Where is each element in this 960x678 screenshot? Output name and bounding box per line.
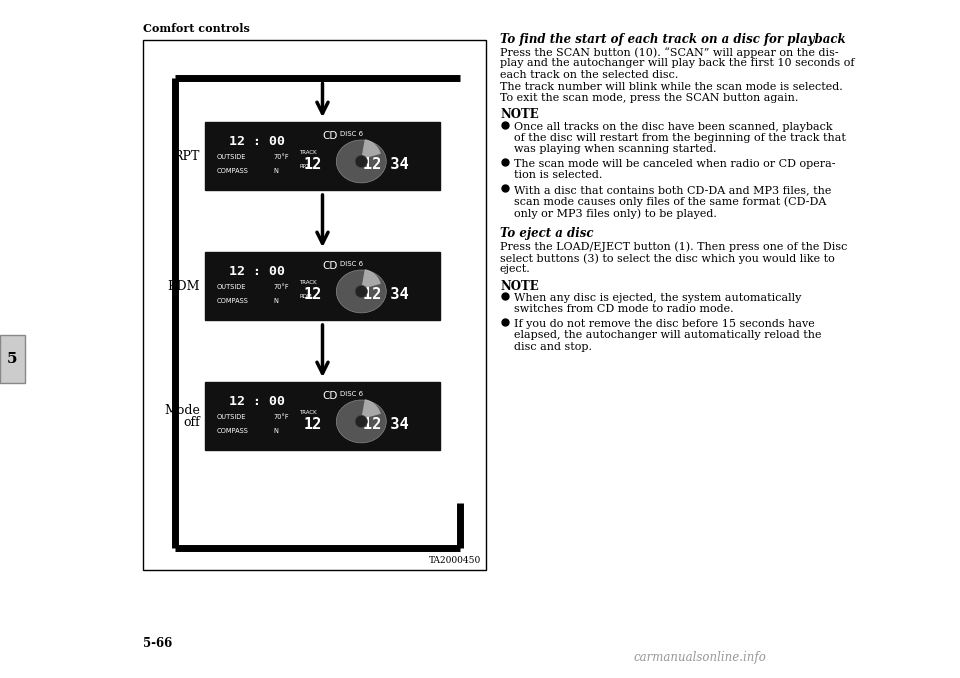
Text: TRACK: TRACK xyxy=(299,150,317,155)
Text: 12: 12 xyxy=(304,417,323,432)
Text: each track on the selected disc.: each track on the selected disc. xyxy=(500,70,679,80)
Text: RPT: RPT xyxy=(174,150,200,163)
Text: OUTSIDE: OUTSIDE xyxy=(217,414,246,420)
Text: Mode: Mode xyxy=(164,403,200,416)
Text: only or MP3 files only) to be played.: only or MP3 files only) to be played. xyxy=(514,208,717,218)
Text: OUTSIDE: OUTSIDE xyxy=(217,284,246,290)
Wedge shape xyxy=(361,269,381,289)
Text: DISC 6: DISC 6 xyxy=(340,260,363,266)
Text: CD: CD xyxy=(323,131,338,140)
Text: COMPASS: COMPASS xyxy=(217,298,249,304)
Text: TA2000450: TA2000450 xyxy=(429,556,481,565)
Text: RPT: RPT xyxy=(299,163,309,169)
Text: play and the autochanger will play back the first 10 seconds of: play and the autochanger will play back … xyxy=(500,58,854,68)
Ellipse shape xyxy=(336,400,386,443)
Text: select buttons (3) to select the disc which you would like to: select buttons (3) to select the disc wh… xyxy=(500,253,835,264)
Bar xyxy=(205,122,440,190)
Text: was playing when scanning started.: was playing when scanning started. xyxy=(514,144,716,155)
Text: scan mode causes only files of the same format (CD-DA: scan mode causes only files of the same … xyxy=(514,197,827,207)
Text: TIME: TIME xyxy=(345,280,358,285)
Text: tion is selected.: tion is selected. xyxy=(514,170,602,180)
Text: TRACK: TRACK xyxy=(299,280,317,285)
Text: TIME: TIME xyxy=(345,150,358,155)
Text: N: N xyxy=(274,298,278,304)
Text: RDM: RDM xyxy=(167,279,200,292)
Text: of the disc will restart from the beginning of the track that: of the disc will restart from the beginn… xyxy=(514,133,846,143)
Circle shape xyxy=(355,155,368,167)
Text: N: N xyxy=(274,428,278,434)
Text: CD: CD xyxy=(323,391,338,401)
Text: switches from CD mode to radio mode.: switches from CD mode to radio mode. xyxy=(514,304,733,315)
Text: To eject a disc: To eject a disc xyxy=(500,228,593,241)
Text: 12: 12 xyxy=(304,287,323,302)
Text: 12 34: 12 34 xyxy=(363,287,409,302)
Text: If you do not remove the disc before 15 seconds have: If you do not remove the disc before 15 … xyxy=(514,319,815,329)
Text: 70°F: 70°F xyxy=(274,284,289,290)
Text: With a disc that contains both CD-DA and MP3 files, the: With a disc that contains both CD-DA and… xyxy=(514,185,831,195)
Text: 5: 5 xyxy=(7,352,17,366)
Text: DISC 6: DISC 6 xyxy=(340,391,363,397)
Text: To find the start of each track on a disc for playback: To find the start of each track on a dis… xyxy=(500,33,846,46)
Text: The track number will blink while the scan mode is selected.: The track number will blink while the sc… xyxy=(500,81,843,92)
Text: 12 : 00: 12 : 00 xyxy=(228,134,285,148)
Text: disc and stop.: disc and stop. xyxy=(514,342,592,352)
Circle shape xyxy=(355,285,368,298)
Ellipse shape xyxy=(336,140,386,183)
Text: NOTE: NOTE xyxy=(500,108,539,121)
Ellipse shape xyxy=(336,270,386,313)
Text: RDM: RDM xyxy=(299,294,312,299)
Text: DISC 6: DISC 6 xyxy=(340,131,363,136)
Text: Press the SCAN button (10). “SCAN” will appear on the dis-: Press the SCAN button (10). “SCAN” will … xyxy=(500,47,839,58)
Text: 12: 12 xyxy=(304,157,323,172)
Bar xyxy=(143,40,486,570)
Text: TRACK: TRACK xyxy=(299,410,317,415)
Text: COMPASS: COMPASS xyxy=(217,428,249,434)
Text: 70°F: 70°F xyxy=(274,414,289,420)
Text: When any disc is ejected, the system automatically: When any disc is ejected, the system aut… xyxy=(514,293,802,303)
Text: 5-66: 5-66 xyxy=(143,637,172,650)
Text: 12 34: 12 34 xyxy=(363,417,409,432)
Text: 12 : 00: 12 : 00 xyxy=(228,395,285,407)
Text: The scan mode will be canceled when radio or CD opera-: The scan mode will be canceled when radi… xyxy=(514,159,835,169)
Text: Comfort controls: Comfort controls xyxy=(143,23,250,34)
Text: carmanualsonline.info: carmanualsonline.info xyxy=(634,651,766,664)
Text: COMPASS: COMPASS xyxy=(217,168,249,174)
Bar xyxy=(205,382,440,450)
Text: TIME: TIME xyxy=(345,410,358,415)
Text: CD: CD xyxy=(323,260,338,271)
Bar xyxy=(0,335,25,383)
Text: OUTSIDE: OUTSIDE xyxy=(217,155,246,161)
Text: To exit the scan mode, press the SCAN button again.: To exit the scan mode, press the SCAN bu… xyxy=(500,93,799,103)
Text: off: off xyxy=(183,416,200,429)
Text: Press the LOAD/EJECT button (1). Then press one of the Disc: Press the LOAD/EJECT button (1). Then pr… xyxy=(500,241,848,252)
Wedge shape xyxy=(361,399,381,419)
Text: Once all tracks on the disc have been scanned, playback: Once all tracks on the disc have been sc… xyxy=(514,121,832,132)
Bar xyxy=(205,252,440,320)
Text: 12 : 00: 12 : 00 xyxy=(228,264,285,277)
Circle shape xyxy=(355,416,368,428)
Text: elapsed, the autochanger will automatically reload the: elapsed, the autochanger will automatica… xyxy=(514,330,822,340)
Text: N: N xyxy=(274,168,278,174)
Wedge shape xyxy=(361,139,381,159)
Text: NOTE: NOTE xyxy=(500,280,539,293)
Text: 70°F: 70°F xyxy=(274,155,289,161)
Text: eject.: eject. xyxy=(500,264,531,275)
Text: 12 34: 12 34 xyxy=(363,157,409,172)
